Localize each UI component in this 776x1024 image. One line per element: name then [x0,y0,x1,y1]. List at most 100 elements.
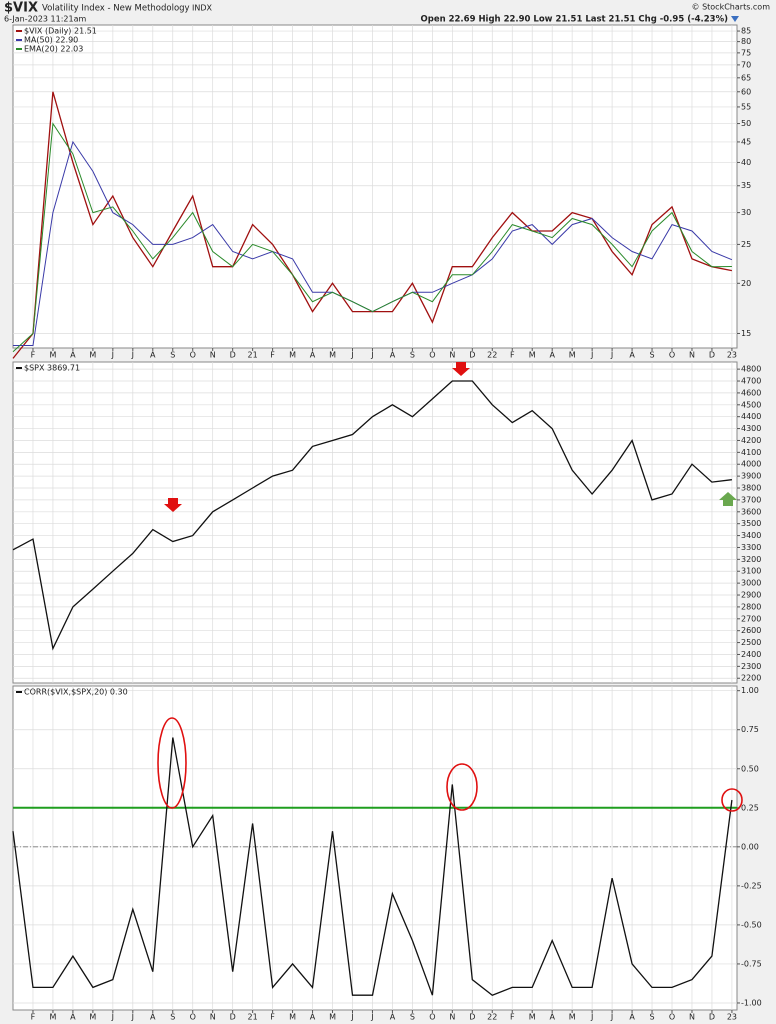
x-tick-label: A [629,1013,635,1022]
y-tick-label: 4500 [741,400,761,409]
x-tick-label: M [529,351,536,360]
y-tick-label: 3100 [741,567,761,576]
y-tick-label: 15 [741,329,751,338]
y-tick-label: 80 [741,37,751,46]
y-tick-label: 85 [741,27,751,36]
x-tick-label: J [131,351,134,360]
y-tick-label: 4400 [741,412,761,421]
x-tick-label: F [510,1013,515,1022]
y-tick-label: -0.75 [741,959,762,968]
y-tick-label: 2600 [741,626,761,635]
x-tick-label: A [70,351,76,360]
x-tick-label: M [89,1013,96,1022]
x-tick-label: O [669,1013,675,1022]
x-tick-label: M [569,351,576,360]
y-tick-label: 30 [741,208,751,217]
x-tick-label: M [289,351,296,360]
x-tick-label: S [170,1013,175,1022]
series-line [12,737,733,996]
x-tick-label: J [350,1013,353,1022]
x-tick-label: 22 [487,351,497,360]
x-tick-label: J [111,351,114,360]
x-tick-label: D [709,351,715,360]
x-tick-label: J [370,1013,373,1022]
x-tick-label: D [230,1013,236,1022]
x-tick-label: A [150,351,156,360]
arrow-up [719,492,737,506]
quote: Open 22.69 High 22.90 Low 21.51 Last 21.… [421,15,729,25]
y-tick-label: 3800 [741,484,761,493]
x-tick-label: A [310,351,316,360]
x-tick-label: O [190,351,196,360]
x-tick-label: M [329,1013,336,1022]
x-tick-label: A [390,351,396,360]
y-tick-label: 4700 [741,377,761,386]
x-tick-label: 23 [727,1013,737,1022]
y-tick-label: 60 [741,87,751,96]
y-tick-label: 40 [741,158,751,167]
y-tick-label: 4300 [741,424,761,433]
x-tick-label: M [329,351,336,360]
y-tick-label: 0.00 [741,842,759,851]
y-tick-label: 25 [741,240,751,249]
highlight-ellipse [446,763,478,811]
y-tick-label: 2900 [741,591,761,600]
x-tick-label: F [510,351,515,360]
arrow-down [452,362,470,376]
y-tick-label: 35 [741,181,751,190]
y-tick-label: 0.75 [741,725,759,734]
x-tick-label: D [230,351,236,360]
x-tick-label: M [569,1013,576,1022]
x-tick-label: J [610,351,613,360]
x-tick-label: A [390,1013,396,1022]
y-tick-label: 3500 [741,519,761,528]
panel-frame [12,685,738,1011]
panel-frame [12,361,738,684]
y-tick-label: -1.00 [741,998,762,1007]
x-tick-label: D [469,351,475,360]
x-tick-label: 23 [727,351,737,360]
y-tick-label: 3200 [741,555,761,564]
x-tick-label: A [150,1013,156,1022]
y-tick-label: 3600 [741,507,761,516]
x-tick-label: O [190,1013,196,1022]
x-tick-label: S [410,351,415,360]
y-tick-label: 70 [741,60,751,69]
datetime: 6-Jan-2023 11:21am [4,15,87,24]
x-tick-label: J [370,351,373,360]
x-tick-label: O [669,351,675,360]
y-tick-label: 2800 [741,602,761,611]
exchange: INDX [192,4,213,13]
x-tick-label: D [469,1013,475,1022]
x-tick-label: F [270,1013,275,1022]
x-tick-label: F [31,351,36,360]
x-tick-label: J [590,351,593,360]
x-tick-label: A [310,1013,316,1022]
x-tick-label: M [49,351,56,360]
y-tick-label: 65 [741,73,751,82]
y-tick-label: 0.50 [741,764,759,773]
x-tick-label: M [89,351,96,360]
legend-label: EMA(20) 22.03 [24,45,83,54]
legend-label: CORR($VIX,$SPX,20) 0.30 [24,688,128,697]
y-tick-label: 2500 [741,638,761,647]
x-tick-label: A [629,351,635,360]
x-tick-label: N [689,1013,695,1022]
highlight-ellipse [157,717,187,809]
x-tick-label: J [610,1013,613,1022]
y-tick-label: 2200 [741,674,761,683]
y-tick-label: 4100 [741,448,761,457]
y-tick-label: 1.00 [741,686,759,695]
x-tick-label: S [170,351,175,360]
x-tick-label: A [549,1013,555,1022]
x-tick-label: M [49,1013,56,1022]
dropdown-icon[interactable] [731,16,739,22]
y-tick-label: 4800 [741,365,761,374]
series-line [12,380,732,651]
x-tick-label: O [429,1013,435,1022]
legend-label: $SPX 3869.71 [24,364,80,373]
highlight-ellipse [721,788,743,812]
symbol: $VIX [4,1,38,16]
y-tick-label: 0.25 [741,803,759,812]
